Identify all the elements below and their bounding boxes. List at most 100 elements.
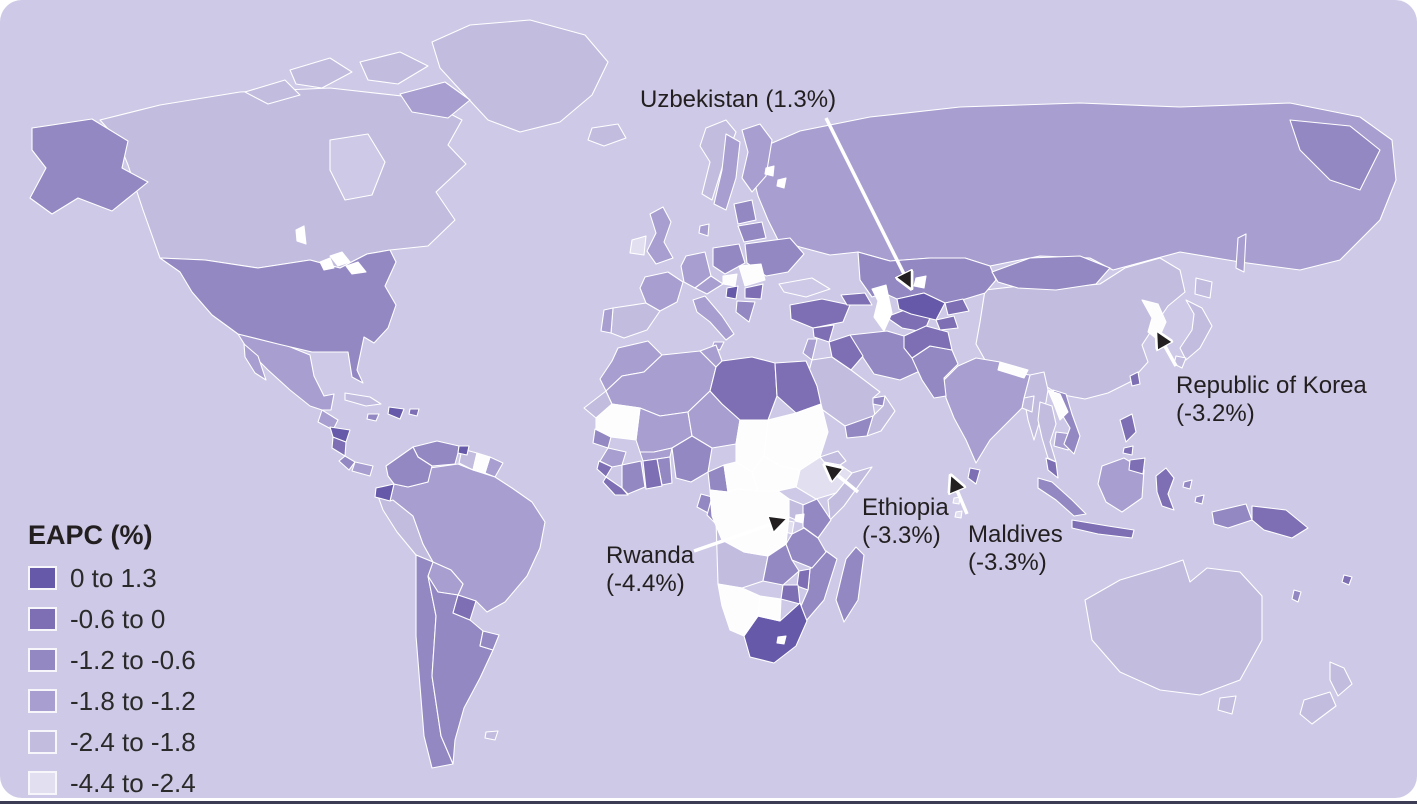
region-tanzania	[785, 527, 827, 569]
annotation-value: (-3.3%)	[968, 549, 1047, 576]
annotation-value: (-3.2%)	[1176, 400, 1255, 427]
lake-ladoga	[764, 165, 775, 177]
region-ireland	[629, 235, 647, 256]
legend-label: -0.6 to 0	[70, 604, 166, 634]
annotation-label: Ethiopia	[862, 494, 949, 521]
black-sea	[778, 277, 831, 298]
bin1-regions	[329, 285, 946, 664]
legend-swatch-bin2	[28, 607, 57, 631]
region-arctic-island	[289, 57, 353, 89]
region-hungary	[722, 273, 738, 287]
region-portugal	[600, 307, 614, 334]
region-malaysia	[1045, 457, 1059, 479]
legend-item: -4.4 to -2.4	[28, 770, 196, 796]
region-india	[943, 357, 1031, 464]
region-vanuatu	[1291, 589, 1302, 603]
region-afghanistan	[903, 325, 953, 359]
region-japan-kyushu	[1173, 355, 1187, 369]
legend-item: -0.6 to 0	[28, 606, 196, 632]
region-libya	[709, 356, 778, 421]
region-uzbekistan	[896, 292, 946, 321]
lake-victoria	[794, 513, 805, 524]
legend-title: EAPC (%)	[28, 520, 153, 550]
region-denmark	[698, 223, 710, 237]
legend-item: -1.2 to -0.6	[28, 647, 196, 673]
legend-swatch-bin4	[28, 689, 57, 713]
region-belarus	[737, 221, 767, 243]
region-costa-rica	[338, 455, 356, 471]
maldives-annotation: Maldives (-3.3%)	[968, 521, 1063, 577]
region-maldives	[952, 496, 961, 505]
uzbekistan-annotation: Uzbekistan (1.3%)	[640, 86, 836, 114]
region-namibia	[717, 583, 761, 637]
legend-label: -4.4 to -2.4	[70, 768, 196, 798]
region-guinea	[599, 447, 627, 468]
region-ghana	[642, 458, 663, 490]
lake-michigan	[319, 257, 335, 271]
caspian-sea	[871, 284, 893, 332]
annotation-label: Maldives	[968, 521, 1063, 548]
region-japan-hokkaido	[1194, 277, 1213, 299]
no-data-regions	[472, 263, 1167, 645]
annotation-value: (-4.4%)	[606, 570, 685, 597]
region-madagascar	[835, 546, 865, 623]
region-malawi	[796, 568, 811, 591]
region-uruguay	[479, 630, 500, 651]
region-trinidad	[457, 445, 470, 456]
region-botswana	[757, 595, 782, 622]
region-finland	[741, 123, 773, 193]
lake-superior	[329, 251, 351, 267]
region-mexico	[237, 333, 335, 411]
region-sweden	[713, 133, 741, 211]
region-sulawesi	[1155, 467, 1175, 511]
lakes	[295, 165, 927, 524]
bin3-regions	[29, 118, 1381, 769]
region-australia	[1084, 559, 1263, 696]
region-ecuador	[374, 483, 395, 502]
region-sakhalin	[1235, 233, 1247, 273]
ocean-overlays	[329, 133, 831, 298]
region-baja-california	[243, 343, 267, 381]
region-colombia	[385, 446, 433, 488]
region-ne-russia	[1289, 119, 1381, 191]
region-yemen	[844, 415, 874, 439]
region-maldives	[954, 510, 963, 519]
bin4-regions	[237, 81, 1397, 613]
region-israel-jordan	[802, 338, 818, 361]
region-iceland	[587, 123, 627, 147]
region-suriname	[472, 452, 491, 474]
ethiopia-annotation: Ethiopia (-3.3%)	[862, 494, 949, 550]
hudson-bay	[329, 133, 386, 201]
region-greenland	[431, 19, 609, 133]
region-tasmania	[1217, 695, 1237, 715]
region-lesotho	[776, 635, 787, 645]
region-france	[639, 271, 684, 312]
bottom-rule	[0, 801, 1417, 804]
region-sumatra	[1037, 477, 1087, 517]
region-usa	[159, 249, 397, 384]
region-uae	[872, 395, 886, 407]
region-moluccas	[1182, 479, 1193, 490]
region-papua-new-guinea	[1251, 505, 1309, 539]
region-new-zealand-north	[1329, 661, 1353, 697]
legend-swatch-bin5	[28, 730, 57, 754]
legend-label: -1.8 to -1.2	[70, 686, 196, 716]
region-japan-honshu	[1179, 299, 1213, 361]
lake-onega	[776, 177, 787, 189]
legend-label: -2.4 to -1.8	[70, 727, 196, 757]
region-zimbabwe	[780, 584, 801, 605]
region-new-guinea-west	[1211, 503, 1253, 529]
region-caucasus	[840, 292, 873, 306]
lake-huron	[345, 261, 367, 275]
region-mauritania	[595, 403, 641, 441]
region-serbia	[725, 285, 739, 300]
region-cuba	[344, 392, 382, 407]
region-jamaica	[366, 413, 380, 422]
region-dominican-republic	[387, 406, 405, 420]
annotation-value: (-3.3%)	[862, 522, 941, 549]
region-panama	[351, 461, 374, 477]
ethiopia-arrow	[825, 465, 860, 494]
region-honduras	[329, 426, 351, 443]
